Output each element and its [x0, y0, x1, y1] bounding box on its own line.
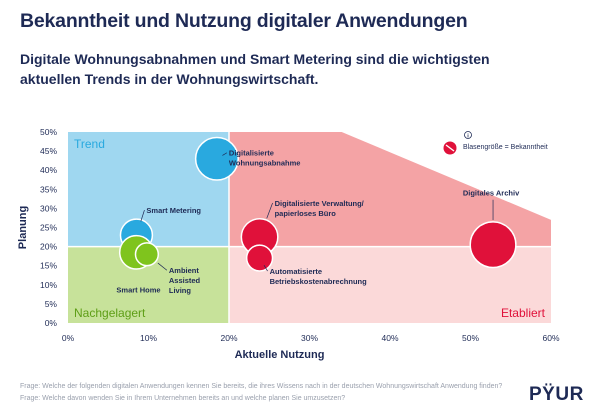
legend-text: Blasengröße = Bekanntheit	[463, 144, 548, 151]
bubble-leader-line	[140, 210, 145, 222]
footnote-1: Frage: Welche der folgenden digitalen An…	[20, 383, 503, 390]
y-tick-label: 25%	[40, 223, 57, 233]
bubble-label: Digitalisierte Verwaltung/	[275, 199, 365, 208]
y-tick-label: 30%	[40, 203, 57, 213]
x-tick-label: 0%	[62, 333, 75, 343]
bubble-1	[194, 136, 239, 181]
bubble-leader-line	[157, 262, 168, 271]
x-tick-label: 30%	[301, 333, 318, 343]
y-tick-label: 20%	[40, 242, 57, 252]
quadrant-label-etabliert: Etabliert	[501, 306, 546, 320]
bubble-label: Smart Metering	[146, 206, 201, 215]
chart-subtitle: Digitale Wohnungsabnahmen und Smart Mete…	[20, 51, 490, 87]
bubble-6	[245, 244, 274, 272]
bubble-leader-line	[266, 202, 273, 219]
bubble-4	[134, 242, 160, 267]
x-tick-label: 50%	[462, 333, 479, 343]
bubble-leader-line	[263, 265, 268, 272]
x-tick-label: 60%	[542, 333, 559, 343]
bubble-leader-line	[222, 152, 228, 156]
info-icon	[464, 131, 472, 139]
info-icon-glyph: i	[467, 134, 469, 140]
bubble-label: Betriebskostenabrechnung	[270, 277, 368, 286]
bubble-label: Assisted	[169, 276, 201, 285]
chart-title: Bekanntheit und Nutzung digitaler Anwend…	[20, 10, 468, 32]
y-tick-label: 45%	[40, 146, 57, 156]
bubble-7	[469, 221, 517, 269]
y-tick-label: 50%	[40, 127, 57, 137]
bubble-label: Wohnungsabnahme	[229, 159, 301, 168]
bubble-label: papierloses Büro	[275, 209, 337, 218]
x-tick-label: 20%	[220, 333, 237, 343]
y-tick-label: 0%	[45, 318, 58, 328]
bubble-label: Digitalisierte	[229, 149, 274, 158]
quadrant-etabliert-upper	[229, 132, 551, 247]
y-tick-label: 5%	[45, 299, 58, 309]
bubble-label: Ambient	[169, 266, 200, 275]
y-tick-label: 40%	[40, 165, 57, 175]
x-tick-label: 10%	[140, 333, 157, 343]
legend-bubble-mark	[445, 144, 455, 152]
y-axis-title: Planung	[17, 206, 29, 249]
bubble-label: Digitales Archiv	[463, 189, 520, 198]
y-tick-label: 35%	[40, 184, 57, 194]
x-tick-label: 40%	[381, 333, 398, 343]
bubble-label: Automatisierte	[270, 267, 323, 276]
footnote-2: Frage: Welche davon wenden Sie in Ihrem …	[20, 395, 346, 402]
quadrant-label-nachgelagert: Nachgelagert	[74, 306, 146, 320]
quadrant-label-trend: Trend	[74, 137, 105, 151]
x-axis-title: Aktuelle Nutzung	[235, 349, 325, 361]
y-tick-label: 15%	[40, 261, 57, 271]
y-tick-label: 10%	[40, 280, 57, 290]
bubble-label: Smart Home	[116, 285, 160, 294]
bubble-label: Living	[169, 286, 192, 295]
brand-logo: PŸUR	[529, 384, 584, 405]
